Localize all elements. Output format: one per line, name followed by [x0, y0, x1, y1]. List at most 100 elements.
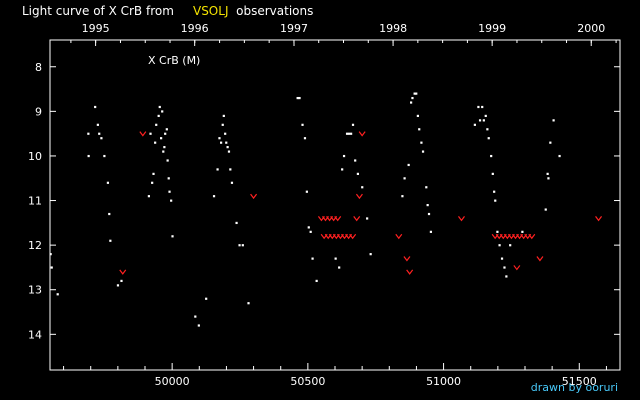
limit-point	[595, 216, 603, 222]
year-tick-label: 2000	[577, 22, 605, 35]
title-source: VSOLJ	[192, 4, 229, 18]
visual-point	[505, 275, 508, 278]
visual-point	[171, 235, 174, 238]
visual-point	[558, 154, 561, 158]
limit-point	[458, 216, 465, 222]
y-tick-label: 14	[28, 328, 42, 341]
visual-point	[307, 226, 310, 229]
chart-title: Light curve of X CrB from VSOLJ observat…	[22, 4, 313, 18]
limit-point	[528, 233, 536, 240]
visual-point	[222, 114, 225, 118]
visual-point	[509, 244, 512, 247]
limit-point	[139, 131, 147, 137]
visual-point	[496, 230, 499, 233]
visual-point	[482, 119, 485, 122]
y-tick-label: 9	[35, 105, 42, 118]
visual-point	[225, 141, 228, 144]
visual-point	[298, 96, 301, 100]
visual-point	[165, 128, 168, 131]
visual-point	[415, 92, 418, 95]
visual-point	[154, 141, 157, 144]
visual-point	[477, 105, 480, 109]
visual-point	[87, 132, 90, 135]
visual-point	[241, 244, 244, 247]
visual-point	[109, 239, 112, 242]
visual-point	[547, 177, 550, 180]
y-tick-label: 8	[35, 61, 42, 74]
visual-point	[311, 257, 314, 260]
limit-point	[395, 233, 403, 240]
visual-point	[108, 212, 111, 216]
visual-point	[164, 132, 167, 135]
visual-point	[334, 257, 337, 260]
visual-point	[301, 123, 304, 126]
visual-point	[98, 132, 101, 135]
visual-point	[481, 105, 484, 109]
visual-point	[151, 181, 154, 184]
title-suffix: observations	[236, 4, 314, 18]
visual-point	[420, 141, 423, 144]
visual-point	[356, 172, 359, 175]
visual-point	[416, 114, 419, 118]
visual-point	[166, 159, 169, 162]
visual-point	[229, 168, 232, 171]
visual-point	[157, 114, 160, 118]
limit-point	[403, 256, 411, 262]
year-tick-label: 1997	[280, 22, 308, 35]
visual-point	[401, 195, 404, 198]
visual-point	[106, 181, 110, 184]
x-tick-label: 50500	[290, 375, 325, 388]
title-prefix: Light curve of X CrB from	[22, 4, 174, 18]
visual-point	[152, 172, 155, 175]
visual-point	[50, 266, 53, 269]
visual-point	[498, 244, 501, 247]
limit-point	[353, 216, 361, 222]
visual-point	[220, 141, 223, 144]
visual-point	[238, 244, 241, 247]
visual-point	[369, 253, 372, 256]
visual-point	[205, 297, 208, 300]
visual-point	[305, 190, 308, 193]
visual-point	[235, 221, 238, 225]
visual-point	[354, 159, 357, 162]
visual-point	[421, 150, 425, 153]
plot-frame	[49, 39, 621, 371]
visual-point	[350, 132, 353, 135]
visual-point	[500, 257, 504, 260]
visual-point	[341, 168, 344, 171]
visual-point	[487, 137, 490, 140]
visual-point	[116, 284, 120, 287]
year-tick-label: 1998	[379, 22, 407, 35]
limit-point	[513, 265, 521, 271]
visual-point	[161, 110, 164, 113]
visual-point	[87, 154, 90, 158]
visual-point	[342, 154, 346, 158]
visual-point	[168, 190, 171, 193]
visual-point	[486, 128, 489, 131]
limit-point	[119, 269, 127, 275]
visual-point	[473, 123, 476, 126]
star-label: X CrB (M)	[148, 54, 200, 67]
visual-point	[149, 132, 152, 135]
visual-point	[403, 177, 406, 180]
visual-point	[429, 230, 433, 233]
visual-point	[521, 230, 524, 233]
visual-point	[158, 105, 161, 109]
year-tick-label: 1999	[478, 22, 506, 35]
visual-point	[155, 123, 158, 126]
visual-point	[347, 132, 351, 135]
visual-point	[410, 101, 413, 104]
visual-point	[227, 150, 231, 153]
y-tick-label: 12	[28, 239, 42, 252]
visual-point	[491, 172, 494, 175]
visual-point	[218, 137, 221, 140]
visual-point	[160, 137, 163, 140]
limit-point	[334, 216, 342, 222]
visual-point	[544, 208, 547, 211]
visual-point	[96, 123, 99, 126]
visual-point	[303, 137, 307, 140]
visual-point	[351, 123, 355, 126]
visual-point	[490, 154, 493, 158]
visual-point	[103, 154, 106, 158]
